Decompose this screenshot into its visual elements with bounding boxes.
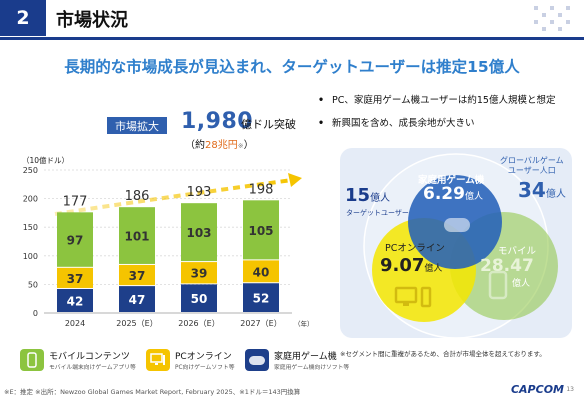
total-value-label: 193: [187, 185, 212, 200]
console-bar-segment: [243, 283, 279, 312]
console-value-label: 52: [253, 292, 270, 306]
market-yen-value: 28兆円: [205, 140, 238, 151]
console-bar-segment: [119, 286, 155, 312]
target-users-value: 15億人: [345, 185, 391, 206]
pc-bar-segment: [243, 260, 279, 283]
console-value-label: 42: [67, 294, 84, 308]
mobile-value-label: 103: [186, 226, 211, 240]
market-unit: 億ドル突破: [241, 118, 296, 131]
x-category-label: 2024: [65, 319, 85, 328]
pc-value-label: 37: [67, 272, 84, 286]
pc-icon: [146, 349, 170, 371]
console-users-label: 家庭用ゲーム機: [418, 175, 485, 186]
mobile-bar-segment: [57, 212, 93, 267]
console-users-value: 6.29億人: [423, 184, 483, 204]
mobile-value-label: 105: [248, 224, 273, 238]
user-venn-diagram: [363, 153, 558, 338]
console-bar-segment: [181, 284, 217, 312]
y-tick-label: 250: [23, 166, 38, 175]
total-value-label: 186: [125, 189, 150, 204]
x-axis-year-suffix: （年）: [294, 319, 314, 328]
chart-unit-label: （10億ドル）: [22, 156, 70, 165]
pc-users-value: 9.07億人: [380, 255, 443, 276]
monitor-icon: [394, 286, 432, 308]
console-value-label: 50: [191, 292, 208, 306]
capcom-logo: CAPCOM: [510, 383, 564, 396]
x-category-label: 2025（E）: [116, 319, 157, 328]
page-number: 13: [566, 386, 574, 393]
key-points-list: • PC、家庭用ゲーム機ユーザーは約15億人規模と想定 • 新興国を含め、成長余地が…: [318, 92, 578, 138]
smartphone-icon: [20, 349, 44, 371]
decorative-dot-grid: [534, 6, 574, 34]
smartphone-icon: [488, 270, 508, 300]
console-value-label: 47: [129, 293, 146, 307]
section-number: 2: [0, 0, 46, 36]
source-footnote: ※E：推定 ※出所：Newzoo Global Games Market Rep…: [4, 388, 301, 396]
mobile-value-label: 101: [124, 230, 149, 244]
header-divider: [0, 37, 584, 40]
y-tick-label: 200: [23, 195, 38, 204]
headline: 長期的な市場成長が見込まれ、ターゲットユーザーは推定15億人: [64, 58, 520, 76]
x-category-label: 2026（E）: [178, 319, 219, 328]
x-category-label: 2027（E）: [240, 319, 281, 328]
venn-footnote: ※セグメント間に重複があるため、合計が市場全体を超えております。: [340, 350, 546, 358]
market-badge: 市場拡大: [107, 117, 167, 134]
gamepad-icon: [444, 218, 470, 232]
pc-value-label: 40: [253, 265, 270, 279]
mobile-users-label: モバイル: [498, 246, 537, 257]
market-value: 1,980: [181, 109, 254, 134]
pc-value-label: 39: [191, 267, 208, 281]
key-point: • 新興国を含め、成長余地が大きい: [318, 118, 475, 129]
key-point: • PC、家庭用ゲーム機ユーザーは約15億人規模と想定: [318, 95, 556, 106]
y-tick-label: 150: [23, 223, 38, 232]
y-tick-label: 0: [33, 309, 38, 318]
console-bar-segment: [57, 288, 93, 312]
mobile-bar-segment: [119, 207, 155, 264]
pc-users-label: PCオンライン: [385, 243, 445, 254]
growth-trend-arrow: [54, 178, 293, 216]
y-tick-label: 100: [23, 252, 38, 261]
pc-bar-segment: [57, 267, 93, 288]
global-users-label: グローバルゲーム ユーザー人口: [500, 156, 564, 175]
mobile-users-value: 28.47: [480, 256, 534, 276]
mobile-value-label: 97: [67, 234, 84, 248]
target-users-label: ターゲットユーザー: [346, 209, 409, 217]
growth-arrow-head: [288, 173, 302, 187]
pc-bar-segment: [119, 264, 155, 286]
pc-bar-segment: [181, 262, 217, 284]
mobile-bar-segment: [243, 200, 279, 260]
mobile-bar-segment: [181, 203, 217, 262]
y-tick-label: 50: [28, 280, 38, 289]
market-bar-chart: 0 50 100 150 200 250 42 37 97 177 2024 47 37 101 186 2…: [23, 166, 314, 328]
mobile-users-unit: 億人: [512, 279, 531, 289]
market-yen-note: （約28兆円※）: [185, 140, 254, 151]
gamepad-icon: [245, 349, 269, 371]
global-users-value: 34億人: [518, 178, 566, 202]
total-value-label: 177: [63, 194, 88, 209]
total-value-label: 198: [249, 182, 274, 197]
pc-value-label: 37: [129, 269, 146, 283]
page-title: 市場状況: [56, 10, 128, 31]
